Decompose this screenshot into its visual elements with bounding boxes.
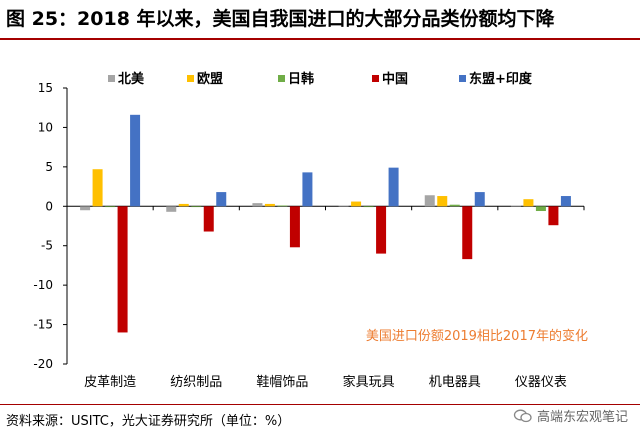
y-tick-label: -15: [33, 318, 53, 332]
legend-label: 北美: [118, 71, 145, 87]
bar: [338, 205, 349, 207]
chart-annotation: 美国进口份额2019相比2017年的变化: [366, 328, 588, 344]
bar: [462, 206, 473, 260]
bar: [80, 206, 91, 211]
bar: [277, 205, 288, 207]
bar: [92, 169, 103, 207]
axis-labels: 15 10 5 0 -5 -10 -15 -20 皮革制造 纺织制品 鞋帽饰品 家具玩具 机电器具 仪器仪…: [33, 81, 567, 390]
bar: [203, 206, 214, 232]
legend-swatch: [372, 75, 379, 82]
bar-chart: 北美 欧盟 日韩 中国 东盟+印度 15 10 5 0 -5 -10 -15 -20 皮革制造 纺织制品 鞋…: [33, 71, 588, 390]
y-tick-label: 5: [45, 160, 53, 174]
bar: [424, 195, 435, 207]
bar: [302, 172, 313, 207]
bar: [130, 114, 141, 207]
y-tick-label: -20: [33, 357, 53, 371]
bar-group: [80, 114, 571, 333]
legend-label: 日韩: [288, 71, 314, 87]
bar: [351, 201, 362, 207]
legend-swatch: [108, 75, 115, 82]
x-category-label: 皮革制造: [84, 375, 136, 390]
legend-swatch: [187, 75, 194, 82]
x-category-label: 家具玩具: [343, 374, 395, 390]
watermark: 高端东宏观笔记: [513, 406, 628, 425]
title-divider: [0, 38, 640, 40]
bar: [449, 204, 460, 207]
y-tick-label: 10: [38, 120, 53, 134]
bar: [289, 206, 300, 248]
bar: [191, 206, 202, 208]
wechat-icon: [513, 409, 532, 422]
y-tick-label: -10: [33, 278, 53, 292]
bar: [388, 167, 399, 207]
legend-swatch: [459, 75, 466, 82]
legend-label: 欧盟: [197, 71, 223, 87]
bar: [264, 203, 275, 207]
axes: [63, 87, 585, 365]
x-category-label: 鞋帽饰品: [256, 374, 308, 390]
y-tick-label: 0: [45, 199, 53, 213]
bar: [510, 205, 521, 207]
bar: [474, 192, 485, 207]
source-note: 资料来源：USITC，光大证券研究所（单位：%）: [6, 414, 291, 429]
x-category-label: 仪器仪表: [515, 375, 567, 390]
bar: [376, 206, 387, 254]
y-tick-label: -5: [41, 239, 53, 253]
bar: [252, 203, 263, 207]
y-tick-label: 15: [38, 81, 53, 95]
bar: [105, 206, 116, 208]
x-category-label: 纺织制品: [170, 375, 222, 390]
legend-swatch: [278, 75, 285, 82]
bar: [178, 203, 189, 207]
legend-label: 中国: [382, 71, 408, 87]
bar: [117, 206, 128, 333]
footer-divider: [0, 404, 640, 405]
x-category-label: 机电器具: [429, 375, 481, 390]
legend-label: 东盟+印度: [469, 71, 533, 87]
bar: [560, 196, 571, 207]
watermark-text: 高端东宏观笔记: [536, 410, 628, 425]
bar: [166, 206, 177, 212]
legend: 北美 欧盟 日韩 中国 东盟+印度: [108, 71, 533, 87]
bar: [523, 199, 534, 207]
bar: [437, 196, 448, 207]
bar: [363, 206, 374, 208]
bar: [548, 206, 559, 226]
chart-title: 图 25：2018 年以来，美国自我国进口的大部分品类份额均下降: [6, 8, 555, 30]
bar: [216, 192, 227, 207]
bar: [535, 206, 546, 212]
